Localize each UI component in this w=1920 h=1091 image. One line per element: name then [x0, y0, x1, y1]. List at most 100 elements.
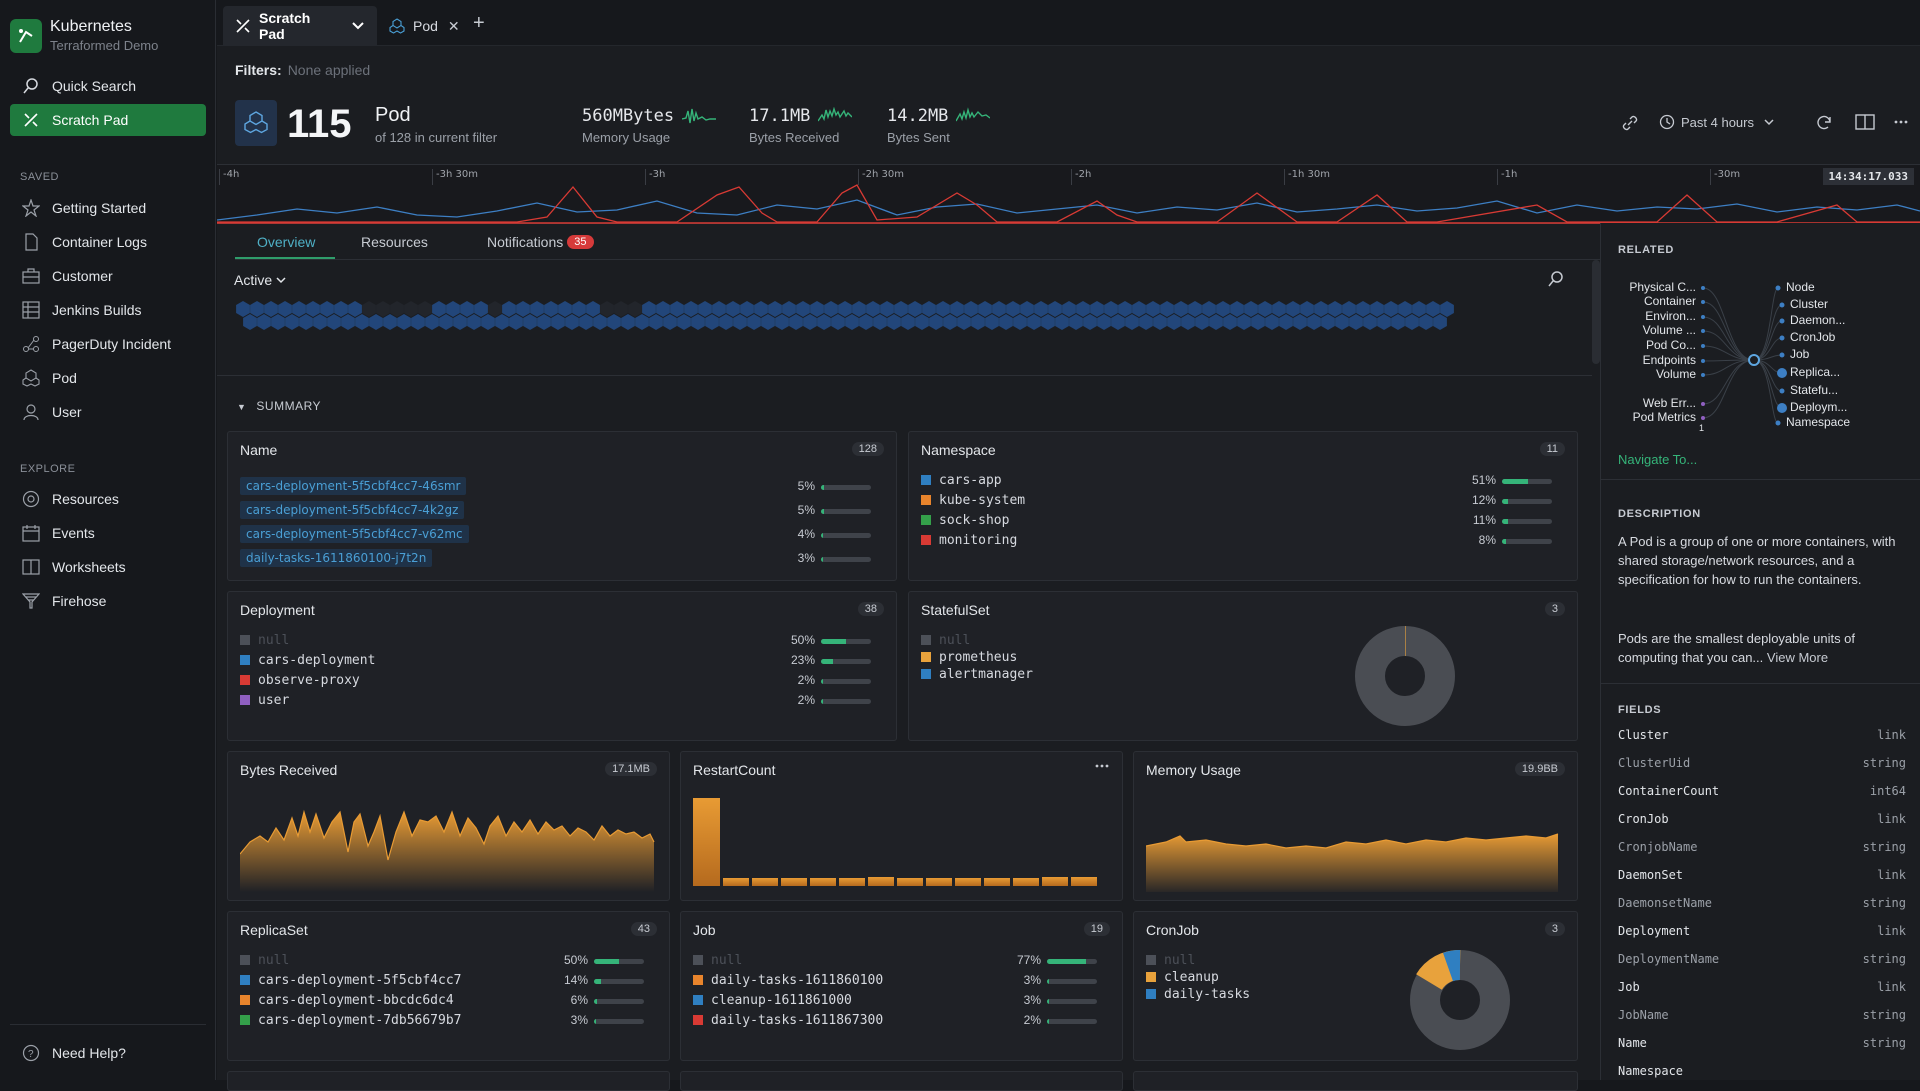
list-item[interactable]: null: [240, 630, 289, 650]
list-item[interactable]: cleanup: [1146, 967, 1219, 987]
sidebar-item-user[interactable]: User: [10, 396, 206, 428]
related-node-label[interactable]: Deploym...: [1790, 400, 1848, 414]
pod-hexagon[interactable]: [1216, 301, 1230, 317]
pod-hexagon[interactable]: [635, 314, 649, 330]
field-row[interactable]: DaemonSet link: [1618, 868, 1906, 888]
list-item[interactable]: alertmanager: [921, 664, 1033, 684]
related-node-label[interactable]: Container: [1643, 294, 1696, 308]
pod-hexagon[interactable]: [999, 314, 1013, 330]
pod-name-link[interactable]: cars-deployment-5f5cbf4cc7-v62mc: [240, 525, 469, 543]
pod-hexagon[interactable]: [1013, 314, 1027, 330]
field-row[interactable]: Job link: [1618, 980, 1906, 1000]
pod-hexagon[interactable]: [341, 314, 355, 330]
pod-hexagon[interactable]: [355, 314, 369, 330]
pod-hexagon[interactable]: [383, 314, 397, 330]
pod-hexagon[interactable]: [439, 314, 453, 330]
pod-hexagon[interactable]: [698, 301, 712, 317]
related-node-label[interactable]: Namespace: [1786, 415, 1851, 429]
pod-hexagon[interactable]: [1195, 314, 1209, 330]
pod-hexagon[interactable]: [1202, 301, 1216, 317]
time-range-selector[interactable]: Past 4 hours: [1659, 114, 1774, 130]
pod-hexagon[interactable]: [411, 314, 425, 330]
cronjob-donut-chart[interactable]: [1408, 948, 1512, 1052]
pod-hexagon[interactable]: [887, 314, 901, 330]
pod-hexagon[interactable]: [1286, 301, 1300, 317]
pod-name-link[interactable]: daily-tasks-1611860100-j7t2n: [240, 549, 433, 567]
pod-hexagon[interactable]: [733, 314, 747, 330]
pod-hexagon[interactable]: [803, 314, 817, 330]
list-item[interactable]: null: [240, 950, 289, 970]
pod-hexagon[interactable]: [649, 314, 663, 330]
pod-hexagon[interactable]: [1083, 314, 1097, 330]
pod-hexagon[interactable]: [537, 314, 551, 330]
related-node-label[interactable]: Physical C...: [1629, 280, 1696, 294]
pod-hexagon[interactable]: [313, 314, 327, 330]
metric-bytes-sent[interactable]: 14.2MB Bytes Sent: [887, 106, 991, 145]
pod-hexagon[interactable]: [1244, 301, 1258, 317]
metric-bytes-received[interactable]: 17.1MB Bytes Received: [749, 106, 853, 145]
pod-hexagon[interactable]: [320, 301, 334, 317]
pod-hexagon[interactable]: [523, 314, 537, 330]
pod-hexagon[interactable]: [1125, 314, 1139, 330]
pod-hexagon[interactable]: [1377, 314, 1391, 330]
pod-hexagon[interactable]: [243, 314, 257, 330]
active-filter-dropdown[interactable]: Active: [234, 272, 286, 288]
pod-hexagon[interactable]: [565, 314, 579, 330]
pod-hexagon[interactable]: [775, 314, 789, 330]
pod-hexagon[interactable]: [1279, 314, 1293, 330]
pod-hexagon[interactable]: [285, 314, 299, 330]
pod-hexagon[interactable]: [369, 314, 383, 330]
pod-hexagon[interactable]: [1335, 314, 1349, 330]
sidebar-item-pod[interactable]: Pod: [10, 362, 206, 394]
pod-hexagon[interactable]: [1258, 301, 1272, 317]
pod-hexagon[interactable]: [397, 314, 411, 330]
sidebar-item-quick-search[interactable]: Quick Search: [10, 70, 206, 102]
pod-hexagon[interactable]: [474, 301, 488, 317]
link-icon[interactable]: [1621, 114, 1639, 132]
pod-hexagon[interactable]: [1090, 301, 1104, 317]
pod-hexagon[interactable]: [859, 314, 873, 330]
pod-hexagon[interactable]: [621, 314, 635, 330]
need-help-button[interactable]: ? Need Help?: [10, 1037, 206, 1069]
pod-hexagon[interactable]: [509, 314, 523, 330]
pod-hexagon[interactable]: [782, 301, 796, 317]
pod-hexagon[interactable]: [845, 314, 859, 330]
pod-hexagon[interactable]: [796, 301, 810, 317]
list-item[interactable]: observe-proxy: [240, 670, 360, 690]
pod-hexagon[interactable]: [1006, 301, 1020, 317]
pod-hexagon[interactable]: [1020, 301, 1034, 317]
pod-hexagon[interactable]: [334, 301, 348, 317]
pod-hexagon[interactable]: [663, 314, 677, 330]
pod-hexagon[interactable]: [922, 301, 936, 317]
pod-hexagon[interactable]: [1412, 301, 1426, 317]
related-node-label[interactable]: Volume ...: [1642, 323, 1696, 337]
pod-hexagon[interactable]: [250, 301, 264, 317]
related-node[interactable]: [1701, 286, 1705, 290]
pod-hexagon[interactable]: [390, 301, 404, 317]
related-node[interactable]: [1779, 335, 1785, 341]
pod-hexagon[interactable]: [1223, 314, 1237, 330]
pod-hexagon[interactable]: [985, 314, 999, 330]
pod-hexagon[interactable]: [1062, 301, 1076, 317]
pod-hexagon[interactable]: [271, 314, 285, 330]
pod-hexagon[interactable]: [747, 314, 761, 330]
pod-hexagon[interactable]: [376, 301, 390, 317]
field-row[interactable]: Cluster link: [1618, 728, 1906, 748]
pod-hexagon[interactable]: [908, 301, 922, 317]
pod-hexagon[interactable]: [257, 314, 271, 330]
pod-hexagon[interactable]: [768, 301, 782, 317]
pod-hexagon[interactable]: [810, 301, 824, 317]
related-node-label[interactable]: Endpoints: [1642, 353, 1696, 367]
close-icon[interactable]: ✕: [447, 17, 460, 34]
related-node[interactable]: [1701, 359, 1705, 363]
pod-hexagon[interactable]: [677, 314, 691, 330]
pod-hexagon[interactable]: [502, 301, 516, 317]
pod-hexagon[interactable]: [236, 301, 250, 317]
sidebar-item-pagerduty-incident[interactable]: PagerDuty Incident: [10, 328, 206, 360]
pod-hexagon[interactable]: [292, 301, 306, 317]
pod-hexagon[interactable]: [1293, 314, 1307, 330]
pod-hexagon[interactable]: [1048, 301, 1062, 317]
field-row[interactable]: Name string: [1618, 1036, 1906, 1056]
pod-hexagon[interactable]: [551, 314, 565, 330]
pod-hexagon[interactable]: [817, 314, 831, 330]
